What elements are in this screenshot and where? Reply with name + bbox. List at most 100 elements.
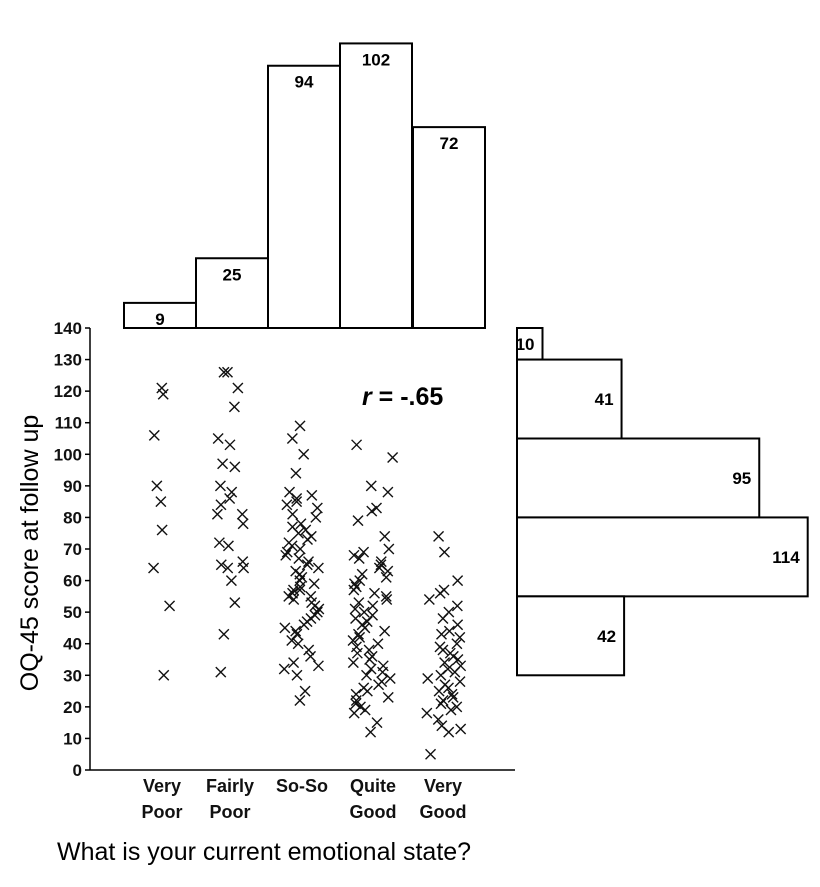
- x-category-label: Fairly: [206, 776, 254, 796]
- data-point: [433, 530, 445, 542]
- data-point: [295, 518, 307, 530]
- data-point: [425, 748, 437, 760]
- x-category-labels: Very Poor Fairly Poor So-So Quite Good Very Good: [141, 776, 466, 822]
- data-point: [451, 600, 463, 612]
- data-point: [229, 461, 241, 473]
- data-point: [363, 644, 375, 656]
- top-histogram-count: 25: [223, 265, 242, 284]
- data-point: [364, 654, 376, 665]
- data-point: [288, 584, 300, 596]
- data-point: [421, 707, 433, 719]
- data-point: [164, 600, 176, 612]
- data-point: [452, 619, 464, 631]
- data-point: [435, 698, 447, 710]
- data-point: [155, 496, 167, 508]
- data-point: [288, 657, 300, 669]
- data-point: [212, 433, 224, 444]
- x-category-label: Poor: [141, 802, 182, 822]
- data-point: [313, 603, 325, 615]
- data-point: [377, 666, 389, 678]
- y-tick-label: 140: [54, 319, 82, 338]
- data-point: [349, 603, 361, 615]
- y-axis-title: OQ-45 score at follow up: [16, 415, 44, 692]
- y-tick-label: 60: [63, 572, 82, 591]
- data-point: [218, 366, 230, 378]
- data-point: [286, 635, 298, 647]
- data-point: [356, 568, 368, 580]
- right-histogram-count: 42: [597, 627, 616, 646]
- data-point: [279, 622, 291, 634]
- data-point: [368, 587, 380, 599]
- data-point: [442, 682, 454, 694]
- data-point: [281, 546, 293, 558]
- data-point: [293, 552, 305, 564]
- data-point: [452, 654, 464, 665]
- data-point: [365, 663, 377, 675]
- y-tick-label: 20: [63, 698, 82, 717]
- data-point: [446, 688, 458, 700]
- data-point: [437, 644, 449, 656]
- data-point: [436, 628, 447, 640]
- y-tick-label: 10: [63, 729, 82, 748]
- data-point: [238, 562, 250, 574]
- data-point: [225, 575, 237, 587]
- data-point: [447, 650, 459, 662]
- top-histogram-bar: [339, 42, 413, 329]
- data-point: [312, 562, 324, 574]
- data-point: [359, 704, 371, 716]
- data-point: [382, 691, 394, 703]
- data-point: [299, 685, 311, 697]
- y-tick-label: 70: [63, 540, 82, 559]
- y-tick-label: 120: [54, 382, 82, 401]
- data-point: [292, 638, 304, 650]
- data-point: [156, 382, 168, 394]
- data-point: [292, 527, 304, 539]
- data-point: [451, 701, 463, 713]
- data-point: [432, 713, 444, 725]
- data-point: [347, 635, 359, 647]
- y-tick-label: 30: [63, 666, 82, 685]
- data-point: [354, 575, 366, 587]
- data-point: [311, 502, 323, 514]
- data-point: [283, 590, 295, 602]
- data-point: [291, 496, 303, 508]
- data-point: [281, 499, 293, 511]
- data-point: [365, 480, 377, 492]
- data-point: [454, 631, 466, 643]
- data-point: [351, 647, 363, 659]
- data-point: [372, 638, 384, 650]
- y-tick-label: 100: [54, 445, 82, 464]
- y-tick-label: 50: [63, 603, 82, 622]
- data-point: [291, 669, 303, 681]
- data-point: [237, 518, 249, 530]
- data-point: [367, 609, 379, 621]
- y-tick-label: 130: [54, 351, 82, 370]
- data-point: [439, 657, 451, 669]
- y-tick-label: 80: [63, 508, 82, 527]
- data-point: [294, 543, 306, 555]
- x-category-label: Good: [420, 802, 467, 822]
- correlation-annotation: r = -.65: [362, 383, 443, 411]
- data-point: [371, 717, 383, 729]
- data-point: [422, 672, 434, 684]
- top-histogram-bar: [123, 301, 197, 330]
- data-point: [423, 594, 435, 606]
- data-point: [454, 676, 466, 688]
- data-point: [303, 644, 315, 656]
- data-point: [215, 666, 227, 678]
- data-point: [308, 578, 320, 590]
- data-point: [455, 723, 467, 735]
- data-point: [157, 388, 169, 400]
- data-point: [294, 420, 306, 432]
- data-point: [151, 480, 163, 492]
- top-histogram-bar: [267, 64, 341, 330]
- data-point: [350, 695, 362, 707]
- data-point: [434, 587, 446, 599]
- data-point: [156, 524, 168, 536]
- data-point: [366, 505, 378, 517]
- data-point: [351, 439, 363, 451]
- y-tick-label: 110: [55, 414, 82, 433]
- data-point: [379, 530, 391, 542]
- data-point: [148, 562, 160, 574]
- data-point: [437, 612, 449, 624]
